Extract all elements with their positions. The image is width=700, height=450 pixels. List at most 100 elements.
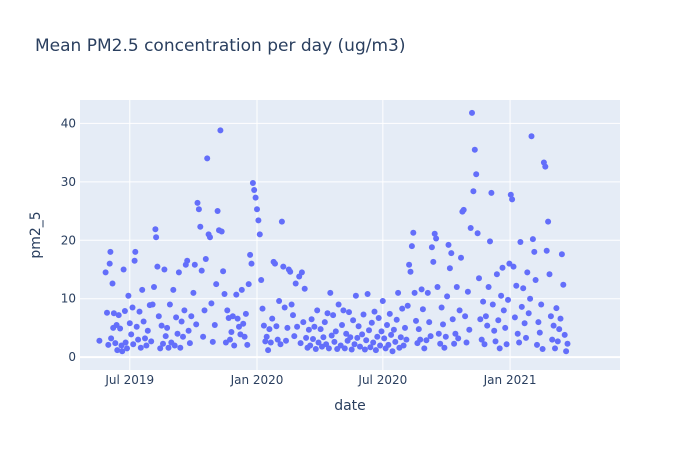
- data-point: [198, 267, 205, 274]
- data-point: [477, 316, 484, 323]
- data-point: [474, 230, 481, 237]
- data-point: [509, 196, 516, 203]
- data-point: [456, 307, 463, 314]
- data-point: [300, 319, 307, 326]
- data-point: [430, 258, 437, 265]
- data-point: [507, 191, 514, 198]
- data-point: [366, 327, 372, 334]
- data-point: [536, 329, 543, 336]
- data-point: [379, 298, 386, 304]
- data-point: [520, 285, 527, 292]
- data-point: [543, 247, 550, 254]
- data-point: [433, 235, 440, 242]
- data-point: [528, 133, 535, 140]
- data-point: [195, 206, 202, 213]
- data-point: [335, 301, 342, 308]
- data-point: [339, 322, 345, 328]
- data-point: [121, 308, 128, 314]
- data-point: [496, 345, 503, 352]
- data-point: [346, 309, 352, 316]
- data-point: [211, 322, 218, 328]
- data-point: [538, 301, 545, 308]
- data-point: [180, 333, 186, 340]
- data-point: [393, 316, 400, 323]
- data-point: [354, 334, 361, 341]
- y-tick-label: 40: [61, 116, 76, 130]
- data-point: [207, 234, 213, 241]
- data-point: [213, 281, 220, 288]
- data-point: [248, 260, 255, 267]
- data-point: [290, 312, 296, 319]
- data-point: [390, 326, 397, 333]
- y-tick-label: 0: [68, 350, 76, 364]
- data-point: [184, 257, 191, 264]
- data-point: [542, 163, 549, 170]
- data-point: [364, 291, 371, 297]
- data-point: [139, 286, 146, 293]
- data-point: [244, 341, 251, 348]
- data-point: [114, 347, 121, 354]
- data-point: [406, 261, 413, 268]
- data-point: [441, 344, 448, 351]
- data-point: [370, 339, 377, 346]
- data-point: [384, 322, 390, 328]
- data-point: [327, 289, 334, 296]
- data-point: [324, 310, 331, 317]
- y-axis-ticks: 0 10 20 30 40: [61, 116, 76, 364]
- data-point: [171, 342, 178, 349]
- data-point: [517, 239, 524, 245]
- data-point: [550, 322, 557, 329]
- data-point: [292, 280, 299, 287]
- data-point: [133, 323, 140, 330]
- data-point: [109, 280, 116, 287]
- data-point: [119, 348, 126, 355]
- data-point: [102, 269, 109, 276]
- data-point: [374, 333, 381, 340]
- data-point: [124, 345, 130, 352]
- data-point: [291, 333, 298, 340]
- data-point: [492, 338, 499, 345]
- data-point: [402, 324, 408, 331]
- data-point: [466, 326, 473, 333]
- data-point: [357, 343, 363, 350]
- data-point: [251, 187, 258, 193]
- data-point: [395, 289, 402, 296]
- data-point: [381, 335, 388, 342]
- data-point: [341, 345, 348, 352]
- data-point: [424, 289, 431, 296]
- data-point: [368, 319, 375, 326]
- data-point: [480, 298, 487, 305]
- data-point: [514, 330, 521, 337]
- data-point: [191, 261, 198, 268]
- data-point: [552, 345, 558, 352]
- data-point: [428, 244, 435, 251]
- data-point: [315, 339, 322, 346]
- data-point: [513, 282, 520, 289]
- data-point: [413, 317, 419, 324]
- data-point: [502, 324, 509, 331]
- data-point: [363, 337, 370, 344]
- data-point: [488, 189, 495, 196]
- data-point: [303, 334, 310, 341]
- data-point: [484, 322, 491, 329]
- data-point: [276, 298, 283, 304]
- data-point: [149, 301, 156, 308]
- data-point: [546, 271, 553, 278]
- data-point: [564, 340, 571, 347]
- data-point: [263, 333, 270, 340]
- data-point: [106, 260, 113, 267]
- data-point: [493, 271, 500, 278]
- data-point: [143, 342, 150, 349]
- data-point: [325, 345, 332, 352]
- data-point: [229, 313, 236, 320]
- data-point: [262, 338, 269, 345]
- data-point: [252, 194, 259, 201]
- data-point: [158, 322, 165, 329]
- data-point: [464, 288, 471, 295]
- data-point: [129, 304, 136, 311]
- data-point: [458, 254, 464, 261]
- data-point: [372, 347, 379, 354]
- data-point: [249, 180, 256, 186]
- data-point: [404, 302, 411, 309]
- data-point: [110, 310, 117, 317]
